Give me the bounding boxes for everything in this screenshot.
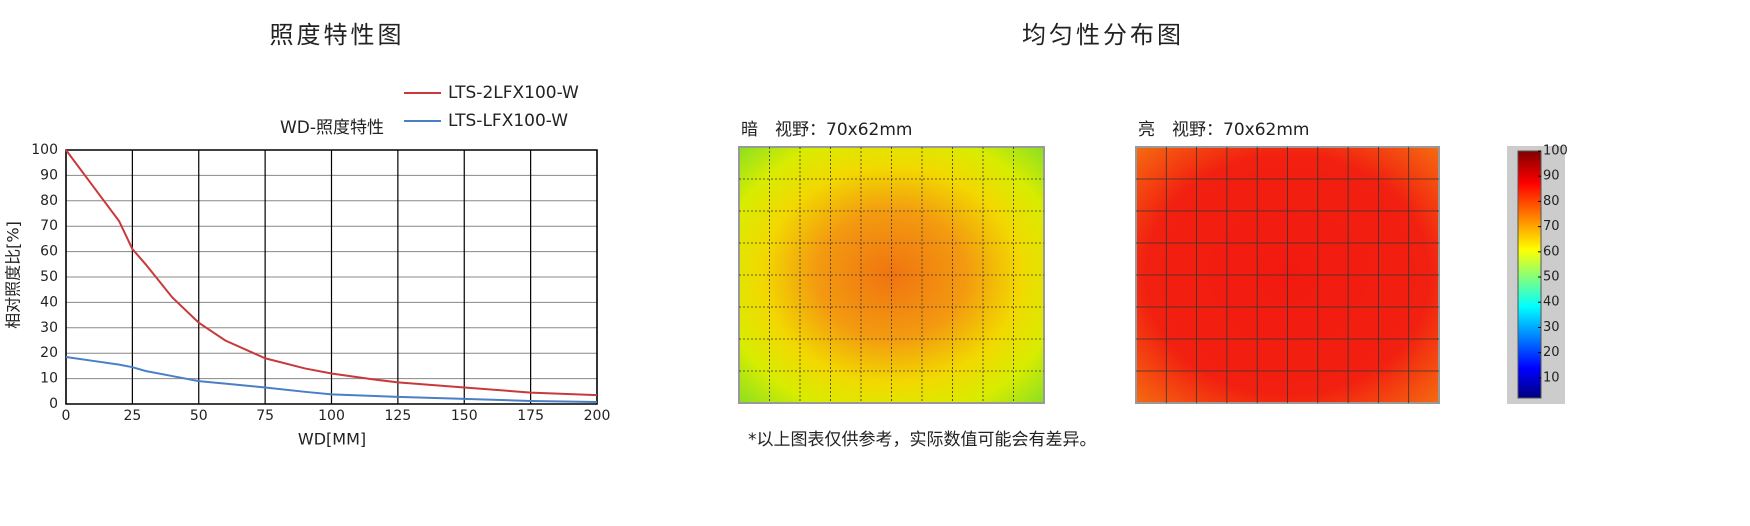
x-tick-label: 75: [256, 408, 274, 424]
y-tick-label: 60: [40, 244, 58, 260]
x-tick-label: 0: [62, 408, 71, 424]
colorbar-tick-label: 70: [1543, 219, 1560, 234]
colorbar-tick-label: 30: [1543, 320, 1560, 335]
y-tick-label: 80: [40, 193, 58, 209]
x-tick-label: 175: [517, 408, 544, 424]
colorbar-tick-label: 90: [1543, 169, 1560, 184]
y-tick-label: 40: [40, 294, 58, 310]
colorbar-tick-label: 100: [1543, 144, 1568, 159]
colorbar-tick-label: 80: [1543, 194, 1560, 209]
chart-subtitle: WD-照度特性: [280, 118, 384, 138]
y-tick-label: 70: [40, 218, 58, 234]
colorbar-tick-label: 40: [1543, 295, 1560, 310]
colorbar: [1517, 150, 1542, 399]
x-tick-label: 25: [123, 408, 141, 424]
y-tick-label: 0: [49, 396, 58, 412]
y-tick-label: 100: [31, 142, 58, 158]
data-line: [65, 149, 598, 397]
colorbar-tick-label: 60: [1543, 244, 1560, 259]
y-tick-label: 10: [40, 371, 58, 387]
y-tick-label: 30: [40, 320, 58, 336]
colorbar-tick-label: 10: [1543, 370, 1560, 385]
legend-label: LTS-LFX100-W: [448, 111, 568, 131]
right-title: 均匀性分布图: [1022, 21, 1184, 49]
y-axis-label: 相对照度比[%]: [4, 221, 23, 329]
panel-label: 亮 视野：70x62mm: [1138, 120, 1309, 140]
x-tick-label: 200: [584, 408, 611, 424]
x-axis-label: WD[MM]: [298, 430, 366, 449]
plot-frame: [65, 149, 598, 405]
left-title: 照度特性图: [270, 21, 405, 49]
y-tick-label: 20: [40, 345, 58, 361]
panel-label: 暗 视野：70x62mm: [741, 120, 912, 140]
data-line: [65, 356, 598, 403]
y-tick-label: 90: [40, 167, 58, 183]
y-tick-label: 50: [40, 269, 58, 285]
colorbar-tick-label: 20: [1543, 345, 1560, 360]
x-tick-label: 100: [318, 408, 345, 424]
footnote: *以上图表仅供参考，实际数值可能会有差异。: [748, 430, 1097, 450]
x-tick-label: 125: [385, 408, 412, 424]
legend-label: LTS-2LFX100-W: [448, 83, 579, 103]
x-tick-label: 150: [451, 408, 478, 424]
x-tick-label: 50: [190, 408, 208, 424]
colorbar-tick-label: 50: [1543, 270, 1560, 285]
